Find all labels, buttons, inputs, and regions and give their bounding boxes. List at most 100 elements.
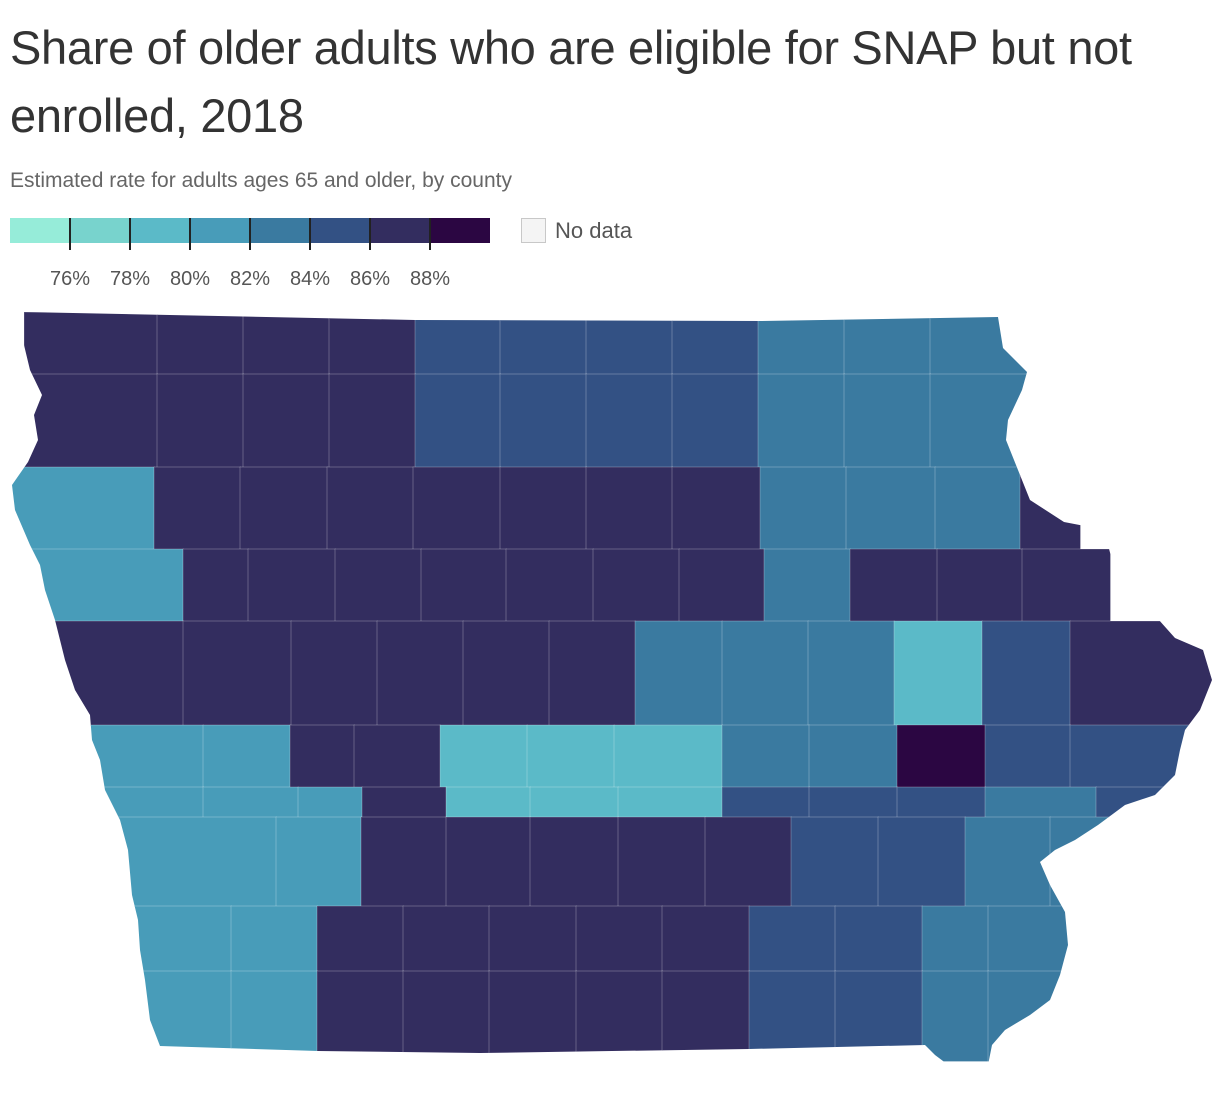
county-region xyxy=(202,724,291,788)
county-region xyxy=(929,373,1031,468)
county-region xyxy=(439,724,528,788)
county-region xyxy=(360,816,447,907)
county-region xyxy=(1199,724,1212,788)
county-region xyxy=(247,548,336,622)
county-region xyxy=(757,312,845,375)
legend-swatch xyxy=(10,218,70,243)
county-region xyxy=(613,724,723,788)
county-region xyxy=(893,620,983,726)
county-region xyxy=(981,620,1071,726)
county-region xyxy=(849,548,938,622)
county-region xyxy=(585,312,673,375)
county-region xyxy=(759,466,847,550)
county-region xyxy=(529,786,619,818)
legend-swatch xyxy=(70,218,130,243)
county-region xyxy=(661,905,750,972)
county-region xyxy=(99,816,277,907)
county-region xyxy=(843,312,931,375)
county-region xyxy=(634,620,723,726)
county-region xyxy=(328,312,416,375)
county-region xyxy=(414,373,501,468)
county-region xyxy=(1069,724,1201,788)
legend-tick-label: 82% xyxy=(229,268,271,290)
legend-swatch xyxy=(370,218,430,243)
chart-subtitle: Estimated rate for adults ages 65 and ol… xyxy=(10,169,512,192)
county-region xyxy=(929,312,1031,375)
county-region xyxy=(242,312,330,375)
county-region xyxy=(23,312,158,375)
county-region xyxy=(896,786,986,818)
county-region xyxy=(230,970,318,1062)
county-region xyxy=(721,620,809,726)
county-region xyxy=(704,816,792,907)
county-region xyxy=(402,970,490,1062)
county-region xyxy=(808,786,898,818)
county-region xyxy=(499,466,587,550)
county-region xyxy=(934,466,1021,550)
county-region xyxy=(445,816,531,907)
county-region xyxy=(488,970,577,1062)
legend-swatch xyxy=(430,218,490,243)
county-region xyxy=(420,548,507,622)
legend-tick-label: 88% xyxy=(409,268,451,290)
county-region xyxy=(412,466,501,550)
county-region xyxy=(921,905,989,972)
county-region xyxy=(877,816,966,907)
county-region xyxy=(290,620,378,726)
legend-swatch xyxy=(190,218,250,243)
county-region xyxy=(671,466,761,550)
legend-tick-label: 78% xyxy=(109,268,151,290)
legend-tick xyxy=(369,218,371,250)
legend-swatch xyxy=(250,218,310,243)
legend-tick xyxy=(189,218,191,250)
county-region xyxy=(808,724,898,788)
county-region xyxy=(678,548,765,622)
county-region xyxy=(12,466,155,550)
county-region xyxy=(790,816,879,907)
county-region xyxy=(182,620,292,726)
county-region xyxy=(575,970,663,1062)
county-region xyxy=(316,970,404,1062)
county-region xyxy=(89,786,204,818)
county-region xyxy=(499,373,587,468)
legend-tick-label: 86% xyxy=(349,268,391,290)
legend-swatch xyxy=(130,218,190,243)
county-region xyxy=(1049,816,1212,907)
iowa-county-map xyxy=(12,312,1212,1062)
county-region xyxy=(757,373,845,468)
county-region xyxy=(414,312,501,375)
county-region xyxy=(326,466,414,550)
legend-color-ramp xyxy=(10,218,490,243)
county-region xyxy=(353,724,441,788)
county-region xyxy=(763,548,851,622)
county-region xyxy=(921,970,989,1062)
county-region xyxy=(834,970,923,1062)
county-region xyxy=(529,816,619,907)
legend-tick xyxy=(69,218,71,250)
county-region xyxy=(671,312,759,375)
legend-tick xyxy=(129,218,131,250)
county-region xyxy=(1095,786,1212,818)
county-region xyxy=(445,786,531,818)
county-region xyxy=(361,786,447,818)
county-region xyxy=(585,373,673,468)
legend-tick-label: 80% xyxy=(169,268,211,290)
legend-tick xyxy=(249,218,251,250)
county-region xyxy=(1019,466,1081,550)
county-region xyxy=(721,786,810,818)
county-region xyxy=(661,970,750,1062)
county-region xyxy=(328,373,416,468)
county-region xyxy=(462,620,550,726)
county-region xyxy=(843,373,931,468)
county-region xyxy=(585,466,673,550)
county-region xyxy=(239,466,328,550)
county-region xyxy=(12,548,184,622)
county-region xyxy=(671,373,759,468)
county-region xyxy=(592,548,680,622)
county-region xyxy=(526,724,615,788)
county-region xyxy=(275,816,362,907)
county-region xyxy=(807,620,895,726)
county-region xyxy=(376,620,464,726)
county-region xyxy=(119,970,232,1062)
county-region xyxy=(987,970,1212,1062)
